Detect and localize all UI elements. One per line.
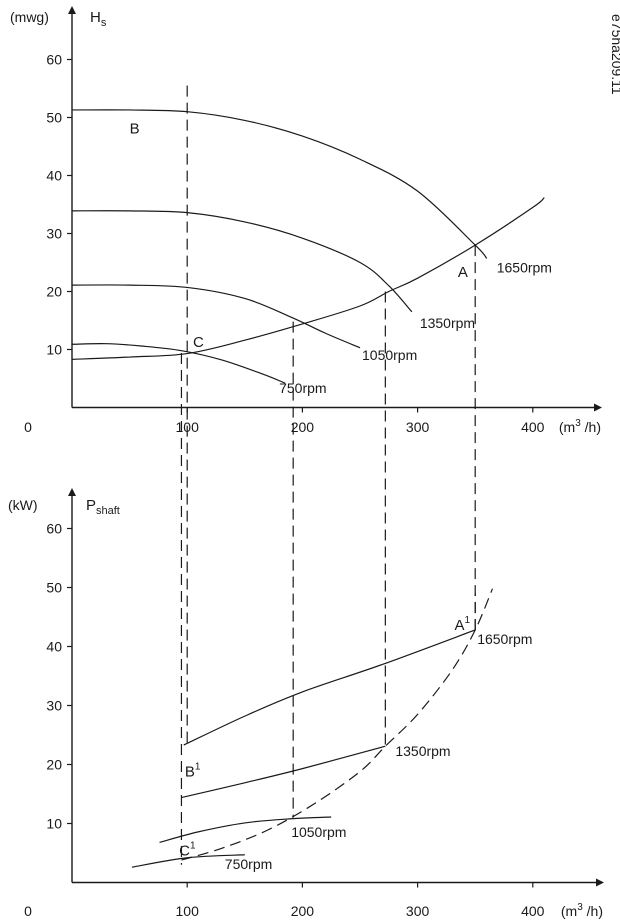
power-y-tick-label: 50 [46,580,62,596]
power-x-tick-label: 400 [521,903,545,919]
power-curve-750rpm [131,854,245,868]
head-x-tick-label: 0 [24,419,32,435]
head-label-750rpm: 750rpm [279,380,326,396]
head-y-symbol: Hs [90,9,107,29]
operating-lines [180,85,476,865]
power-x-tick-label: 0 [24,903,32,919]
head-y-tick-label: 60 [46,52,62,68]
power-y-axis-arrow [68,488,76,496]
power-point-label-B: B1 [185,761,201,780]
power-curve-1050rpm [159,816,332,843]
head-y-tick-label: 30 [46,226,62,242]
power-curve-1650rpm [183,629,476,746]
power-y-symbol: Pshaft [86,497,120,517]
power-curve [181,588,494,861]
power-x-tick-label: 200 [291,903,315,919]
head-point-label-A: A [458,264,468,281]
power-point-label-A: A1 [454,615,470,634]
head-y-unit: (mwg) [10,9,49,25]
head-curve-1650rpm [71,109,488,259]
figure-id: e75ha209.11 [609,14,620,95]
power-label-1050rpm: 1050rpm [291,824,346,840]
head-curve-750rpm [71,343,286,384]
head-x-tick-label: 400 [521,419,545,435]
head-label-1350rpm: 1350rpm [420,315,475,331]
head-y-tick-label: 40 [46,168,62,184]
power-y-tick-label: 40 [46,639,62,655]
power-x-tick-label: 300 [406,903,430,919]
power-y-tick-label: 60 [46,521,62,537]
head-label-1650rpm: 1650rpm [497,259,552,275]
head-curve-1050rpm [71,284,361,349]
head-x-axis-arrow [594,403,602,412]
power-y-unit: (kW) [8,497,38,513]
head-point-label-B: B [130,121,140,138]
power-x-tick-label: 100 [176,903,200,919]
power-x-unit: (m3 /h) [561,902,603,919]
power-y-tick-label: 30 [46,698,62,714]
power-curve-1350rpm [181,745,386,799]
power-y-tick-label: 10 [46,816,62,832]
head-x-tick-label: 300 [406,419,430,435]
head-label-1050rpm: 1050rpm [362,347,417,363]
power-label-750rpm: 750rpm [225,856,272,872]
power-x-axis-arrow [596,878,604,887]
power-y-tick-label: 20 [46,757,62,773]
head-point-label-C: C [193,334,204,351]
power-label-1350rpm: 1350rpm [395,743,450,759]
head-y-tick-label: 10 [46,342,62,358]
head-curve-1350rpm [71,210,413,313]
head-y-tick-label: 50 [46,110,62,126]
head-x-unit: (m3 /h) [559,418,601,435]
head-x-tick-label: 200 [291,419,315,435]
head-y-tick-label: 20 [46,284,62,300]
power-point-label-C: C1 [179,840,196,859]
head-y-axis-arrow [68,6,76,14]
power-panel: 10 20 30 40 50 60 0 100 200 300 400 (kW) Pshaft (m3 /… [8,488,604,919]
power-label-1650rpm: 1650rpm [477,631,532,647]
system-curve [71,197,545,360]
